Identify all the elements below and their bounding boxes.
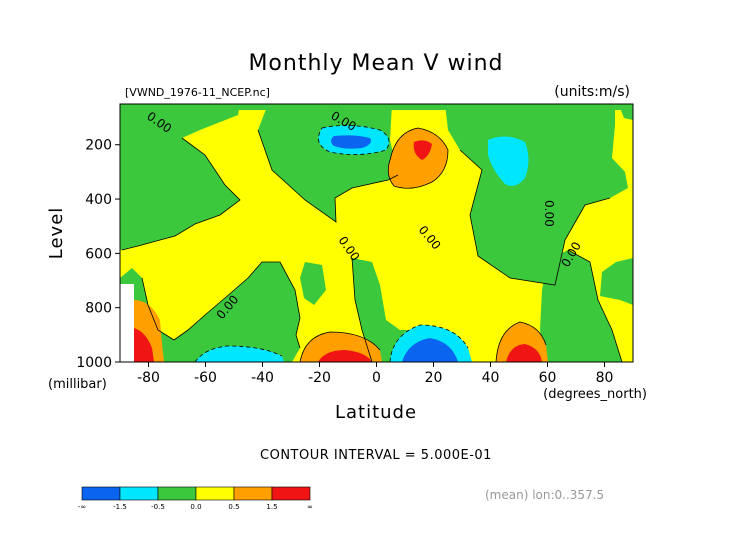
- colorbar-tick-label: -0.5: [151, 503, 165, 511]
- cyan-cell-southern-surface: [195, 346, 284, 362]
- negative-region-northern-lower: [540, 250, 622, 362]
- colorbar-swatch: [157, 486, 197, 501]
- colorbar-tick-label: ∞: [307, 503, 313, 511]
- red-cell-southern-surface: [318, 350, 372, 362]
- colorbar-swatch: [233, 486, 273, 501]
- colorbar-tick-label: 0.0: [190, 503, 201, 511]
- positive-contour-line: [299, 331, 381, 362]
- x-tick-label: 20: [425, 370, 443, 386]
- positive-contour-line: [387, 127, 449, 189]
- footnote-label: (mean) lon:0..357.5: [485, 488, 604, 502]
- colorbar-swatch: [271, 486, 311, 501]
- y-tick-label: 1000: [76, 355, 112, 371]
- negative-contour-line: [389, 324, 469, 362]
- contour-label: 0.00: [542, 200, 556, 227]
- zero-contour-line: [121, 137, 241, 251]
- units-label: (units:m/s): [554, 84, 630, 100]
- x-tick-label: -20: [308, 370, 331, 386]
- zero-contour-line: [141, 261, 301, 349]
- blue-cell-upper: [331, 135, 371, 149]
- colorbar-tick-label: 0.5: [228, 503, 239, 511]
- contour-fill-layer: [120, 104, 633, 362]
- x-axis: -80 -60 -40 -20 0 20 40 60 80: [137, 362, 613, 386]
- x-tick-label: -40: [251, 370, 274, 386]
- zero-contour-line: [567, 249, 623, 362]
- contour-interval-label: CONTOUR INTERVAL = 5.000E-01: [260, 448, 492, 463]
- y-axis-unit: (millibar): [48, 377, 107, 392]
- y-tick-label: 200: [85, 138, 112, 154]
- x-tick-label: 60: [539, 370, 557, 386]
- colorbar-swatch: [119, 486, 159, 501]
- colorbar: -∞ -1.5 -0.5 0.0 0.5 1.5 ∞: [78, 486, 313, 511]
- x-axis-unit: (degrees_north): [543, 387, 647, 402]
- negative-region-corner: [620, 108, 633, 120]
- y-tick-label: 400: [85, 192, 112, 208]
- x-tick-label: -80: [137, 370, 160, 386]
- colorbar-tick-label: 1.5: [266, 503, 277, 511]
- x-tick-label: -60: [194, 370, 217, 386]
- blue-cell-equatorial-surface: [402, 338, 458, 362]
- contour-line-layer: [121, 125, 623, 362]
- x-tick-label: 0: [372, 370, 381, 386]
- colorbar-swatch: [195, 486, 235, 501]
- red-cell-northern-surface: [506, 344, 542, 362]
- source-file-label: [VWND_1976-11_NCEP.nc]: [125, 86, 270, 99]
- topography-mask: [120, 284, 134, 362]
- colorbar-tick-label: -1.5: [113, 503, 127, 511]
- colorbar-swatch: [81, 486, 121, 501]
- negative-contour-line: [194, 345, 283, 362]
- colorbar-tick-label: -∞: [78, 503, 86, 511]
- y-axis-title: Level: [46, 207, 67, 260]
- zero-contour-line: [351, 257, 373, 362]
- x-tick-label: 80: [596, 370, 614, 386]
- y-tick-label: 600: [85, 246, 112, 262]
- negative-region-southern-upper: [120, 104, 240, 250]
- zero-contour-line: [459, 149, 611, 286]
- orange-cell-upper: [388, 128, 448, 189]
- y-axis: 200 400 600 800 1000: [76, 138, 120, 371]
- red-cell-polar-surface: [134, 328, 154, 362]
- negative-region-southern-lower: [120, 262, 300, 362]
- cyan-cell-northern-upper: [488, 136, 529, 186]
- x-tick-label: 40: [482, 370, 500, 386]
- chart-title: Monthly Mean V wind: [248, 51, 503, 76]
- positive-contour-line: [495, 321, 547, 362]
- negative-contour-line: [318, 125, 390, 155]
- negative-region-small-cell: [300, 262, 326, 305]
- zero-contour-line: [257, 129, 399, 223]
- x-axis-title: Latitude: [335, 402, 417, 423]
- negative-region-north-edge: [600, 258, 633, 305]
- red-cell-upper: [413, 140, 432, 160]
- y-tick-label: 800: [85, 301, 112, 317]
